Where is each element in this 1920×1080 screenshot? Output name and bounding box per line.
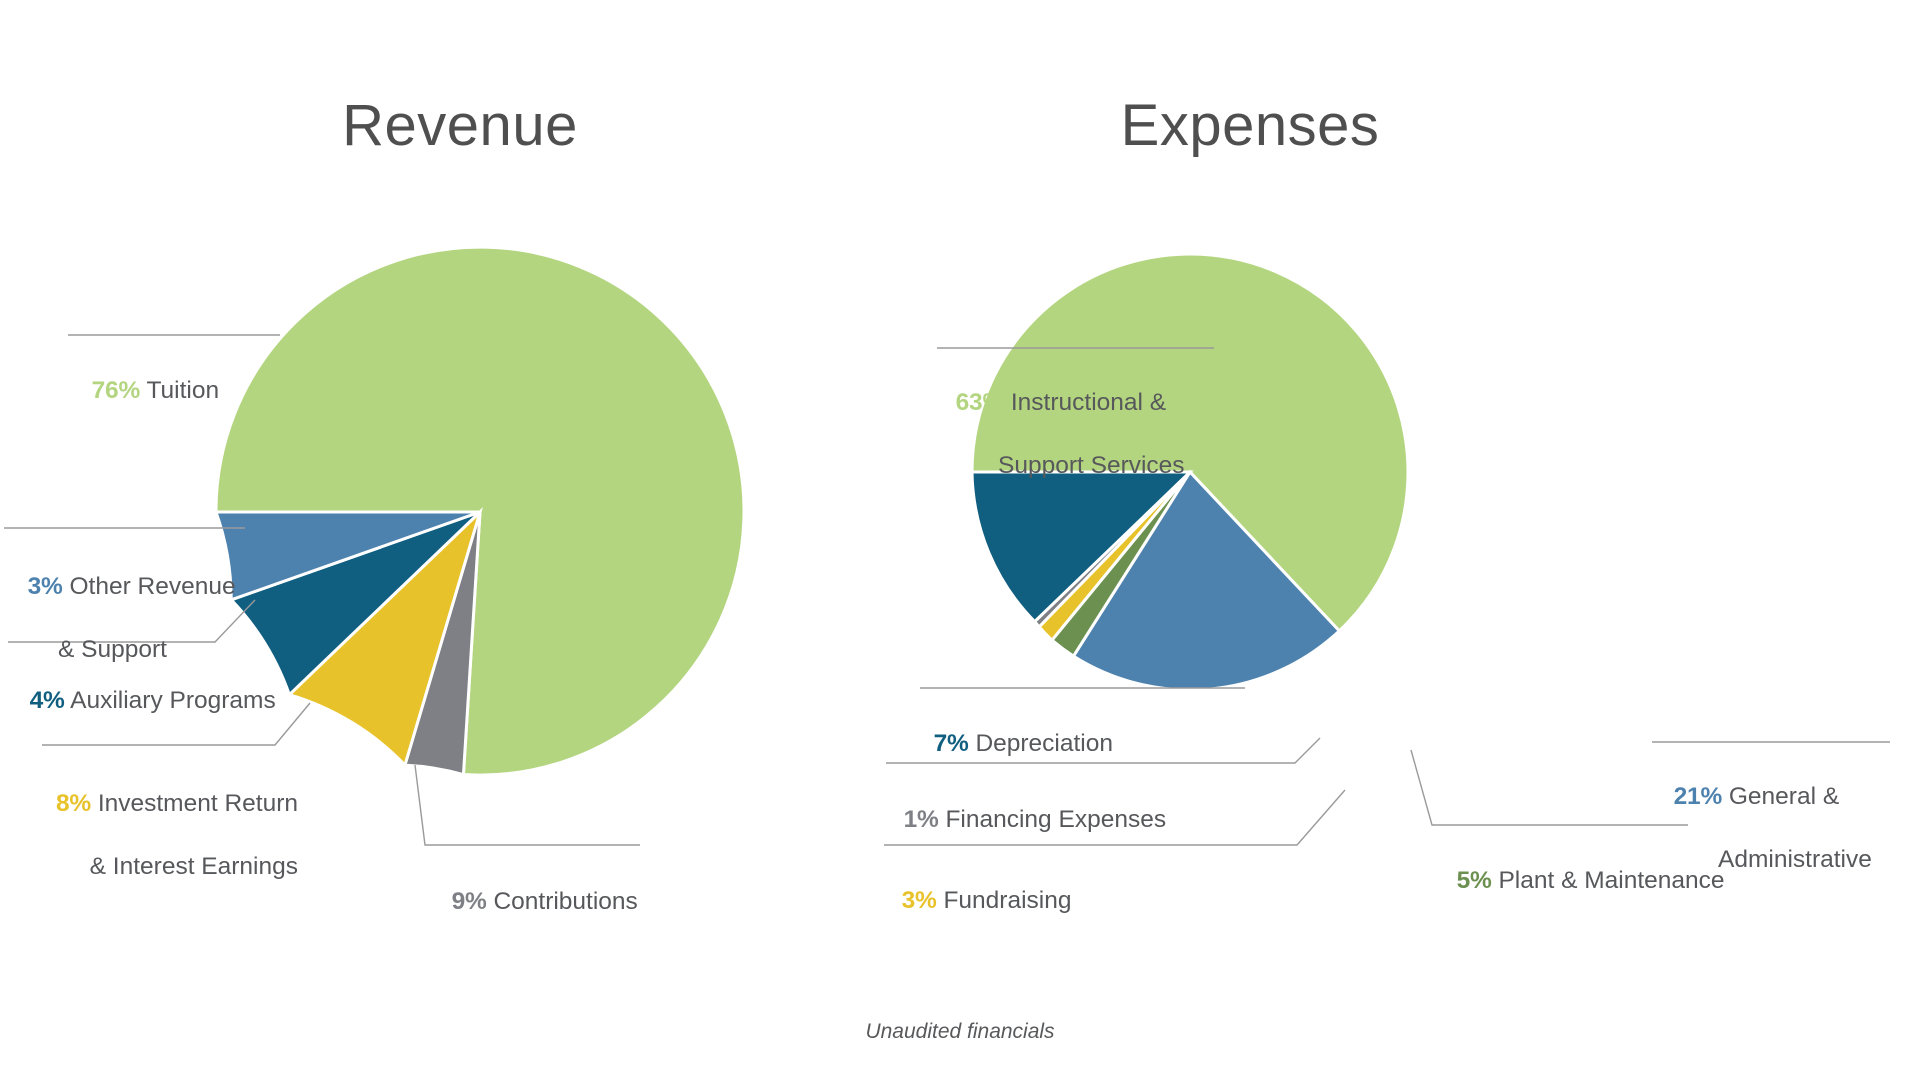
- revenue-pie-chart: [213, 245, 746, 777]
- callout-other-revenue-label-line2: & Support: [58, 636, 167, 664]
- callout-investment-pct: 8%: [55, 790, 91, 818]
- unaudited-financials-note: Unaudited financials: [865, 1020, 1055, 1043]
- callout-instructional: 63% Instructional & Support Services: [942, 356, 1185, 513]
- pie-slice-general-administrative: [1071, 469, 1342, 692]
- pie-slice-investment-return: [286, 507, 484, 768]
- expenses-pie-chart: [970, 252, 1410, 692]
- callout-other-revenue-pct: 3%: [27, 573, 63, 601]
- pie-slice-depreciation: [970, 470, 1194, 624]
- callout-fundraising-pct: 3%: [901, 887, 937, 915]
- callout-general-pct: 21%: [1673, 783, 1723, 811]
- expenses-chart-title: Expenses: [1120, 93, 1380, 158]
- callout-financing-pct: 1%: [903, 806, 939, 834]
- callout-investment-label: Investment Return: [97, 790, 298, 818]
- callout-tuition-label: Tuition: [146, 377, 220, 405]
- revenue-chart-title: Revenue: [342, 93, 578, 158]
- callout-tuition-pct: 76%: [91, 377, 141, 405]
- callout-plant-label: Plant & Maintenance: [1498, 867, 1725, 895]
- callout-fundraising-label: Fundraising: [943, 887, 1072, 915]
- callout-investment-label-line2: & Interest Earnings: [89, 853, 298, 881]
- callout-instructional-pct: 63%: [955, 389, 1005, 417]
- callout-depreciation-label: Depreciation: [975, 730, 1114, 758]
- callout-contributions: 9% Contributions: [438, 855, 638, 918]
- callout-auxiliary-label: Auxiliary Programs: [70, 687, 276, 715]
- callout-tuition: 76% Tuition: [78, 344, 219, 407]
- callout-financing-label: Financing Expenses: [945, 806, 1167, 834]
- callout-plant-pct: 5%: [1456, 867, 1492, 895]
- leader-line-plant: [1410, 749, 1688, 826]
- callout-depreciation: 7% Depreciation: [920, 697, 1113, 760]
- callout-instructional-label-line2: Support Services: [998, 452, 1185, 480]
- callout-contributions-pct: 9%: [451, 888, 487, 916]
- callout-auxiliary-pct: 4%: [29, 687, 65, 715]
- callout-fundraising: 3% Fundraising: [888, 854, 1072, 917]
- callout-general-label-line2: Administrative: [1718, 846, 1872, 874]
- callout-general-administrative: 21% General & Administrative: [1660, 750, 1872, 907]
- callout-auxiliary-programs: 4% Auxiliary Programs: [16, 654, 276, 717]
- callout-general-label: General &: [1728, 783, 1840, 811]
- callout-depreciation-pct: 7%: [933, 730, 969, 758]
- callout-instructional-label: Instructional &: [1010, 389, 1167, 417]
- callout-other-revenue-label: Other Revenue: [69, 573, 236, 601]
- callout-plant-maintenance: 5% Plant & Maintenance: [1443, 834, 1725, 897]
- callout-investment-return: 8% Investment Return & Interest Earnings: [0, 757, 298, 914]
- callout-financing-expenses: 1% Financing Expenses: [890, 773, 1166, 836]
- callout-contributions-label: Contributions: [493, 888, 638, 916]
- callout-other-revenue: 3% Other Revenue & Support: [14, 540, 236, 697]
